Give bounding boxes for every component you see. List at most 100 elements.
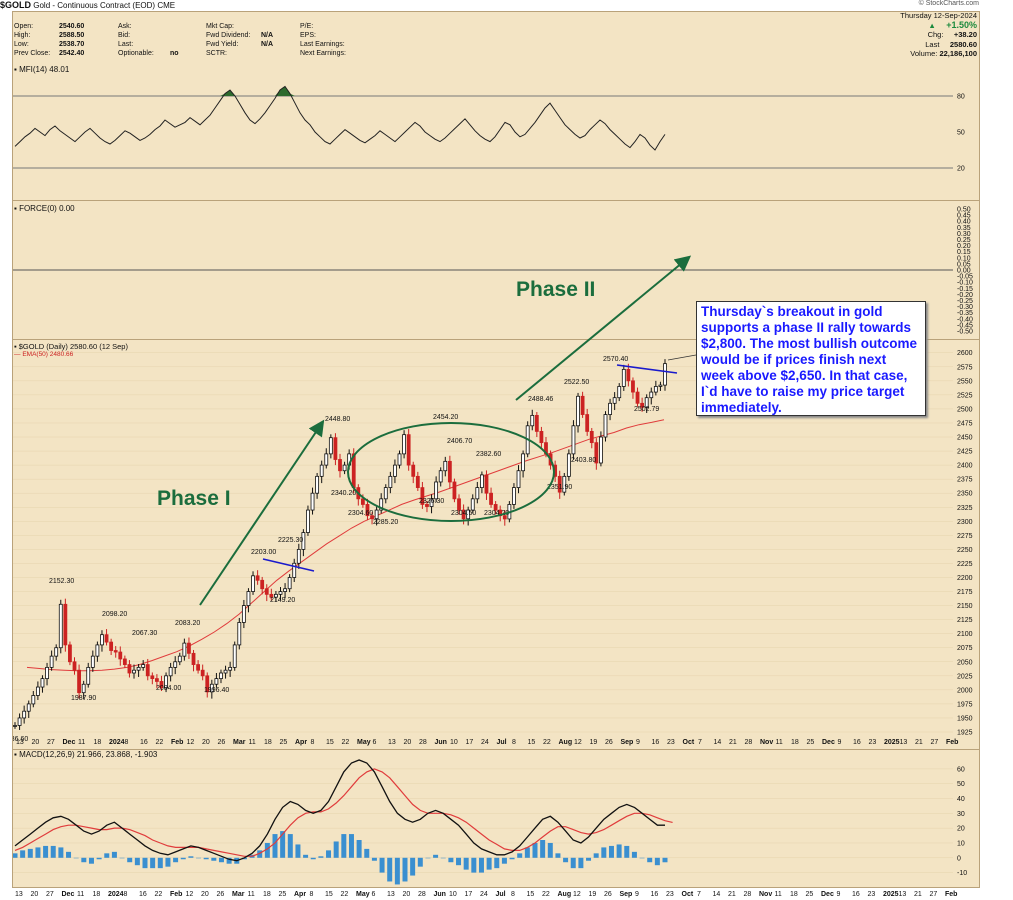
price-label: 2304.20 xyxy=(484,510,509,517)
candle-body xyxy=(13,725,17,727)
macd-histogram-bar xyxy=(111,851,117,858)
candle-body xyxy=(77,669,81,694)
mfi-label: ▪ MFI(14) 48.01 xyxy=(14,65,70,74)
price-y-tick: 2250 xyxy=(957,547,973,554)
price-x-tick: 2024 xyxy=(109,739,125,746)
force-y-tick: -0.20 xyxy=(957,292,973,299)
candle-body xyxy=(493,504,498,511)
candle-body xyxy=(402,434,406,455)
bottom-x-tick: 25 xyxy=(806,891,814,898)
macd-histogram-bar xyxy=(66,851,72,858)
candle-body xyxy=(631,380,635,393)
bottom-x-tick: 17 xyxy=(465,891,473,898)
macd-histogram-bar xyxy=(188,856,194,858)
candle-body xyxy=(228,666,233,671)
candle-body xyxy=(425,504,429,507)
macd-chart: -10 0 10 20 30 40 50 60 xyxy=(12,759,967,885)
consolidation-ellipse xyxy=(347,422,555,522)
attribution: © StockCharts.com xyxy=(918,0,979,7)
commentary-note: Thursday`s breakout in gold supports a p… xyxy=(696,301,926,416)
price-y-tick: 2175 xyxy=(957,589,973,596)
macd-histogram-bar xyxy=(456,857,462,866)
candle-body xyxy=(599,436,603,464)
mfi-line xyxy=(14,85,666,151)
candle-body xyxy=(534,414,539,432)
bottom-x-tick: 20 xyxy=(201,891,209,898)
candle-body xyxy=(566,453,571,477)
bottom-x-tick: Sep xyxy=(620,891,633,898)
price-label: 2403.80 xyxy=(571,457,596,464)
price-x-tick: Nov xyxy=(760,739,773,746)
macd-histogram-bar xyxy=(310,857,316,860)
quote-label: Last: xyxy=(118,41,134,48)
force-y-tick: -0.10 xyxy=(957,280,973,287)
price-label: 2083.20 xyxy=(175,620,200,627)
macd-histogram-bar xyxy=(593,853,599,858)
macd-histogram-bar xyxy=(501,857,507,864)
price-x-tick: 16 xyxy=(140,739,148,746)
macd-histogram-bar xyxy=(134,857,140,866)
force-y-tick: 0.45 xyxy=(957,213,971,220)
price-x-tick: 21 xyxy=(729,739,737,746)
price-x-tick: 26 xyxy=(605,739,613,746)
candle-body xyxy=(640,402,645,408)
macd-signal-line xyxy=(14,768,673,857)
macd-histogram-bar xyxy=(379,857,385,873)
macd-histogram-bar xyxy=(165,857,171,867)
bottom-x-tick: 6 xyxy=(372,891,376,898)
candle-body xyxy=(461,509,466,520)
candle-body xyxy=(214,678,219,685)
price-x-tick: 13 xyxy=(388,739,396,746)
candle-body xyxy=(342,464,347,472)
price-y-tick: 2400 xyxy=(957,463,973,470)
candle-body xyxy=(168,666,173,677)
price-y-tick: 1975 xyxy=(957,701,973,708)
price-x-tick: 28 xyxy=(745,739,753,746)
price-x-tick: 8 xyxy=(125,739,129,746)
price-y-tick: 2375 xyxy=(957,477,973,484)
price-y-tick: 2475 xyxy=(957,420,973,427)
price-label: 2488.46 xyxy=(528,396,553,403)
macd-histogram-bar xyxy=(50,845,56,858)
force-y-tick: 0.35 xyxy=(957,225,971,232)
candle-body xyxy=(63,603,68,646)
bottom-x-tick: 16 xyxy=(139,891,147,898)
price-label: 1936.60 xyxy=(13,736,28,743)
price-x-tick: 11 xyxy=(78,739,85,746)
quote-row: Ask: xyxy=(118,22,170,31)
candle-body xyxy=(406,434,411,466)
price-y-tick: 2075 xyxy=(957,645,973,652)
macd-histogram-bar xyxy=(410,857,416,876)
price-label: 2285.20 xyxy=(373,519,398,526)
exchange: CME xyxy=(157,1,176,10)
candle-body xyxy=(397,453,402,466)
macd-y-tick: 30 xyxy=(957,811,965,818)
macd-panel: -10 0 10 20 30 40 50 60 xyxy=(12,749,980,888)
candle-body xyxy=(589,431,594,444)
force-y-tick: 0.30 xyxy=(957,231,971,238)
bottom-x-tick: 10 xyxy=(449,891,457,898)
candle-body xyxy=(512,487,516,505)
ema-label: — EMA(50) 2480.66 xyxy=(14,351,74,358)
price-x-tick: 6 xyxy=(373,739,377,746)
bottom-x-tick: Dec xyxy=(821,891,834,898)
price-x-tick: 22 xyxy=(156,739,164,746)
quote-row: Prev Close: 2542.40 xyxy=(14,49,84,58)
resistance-line-1 xyxy=(262,558,315,572)
price-y-tick: 2150 xyxy=(957,603,973,610)
macd-y-tick: 10 xyxy=(957,840,965,847)
mfi-y-tick: 80 xyxy=(957,94,965,101)
price-label: 2570.40 xyxy=(603,356,628,363)
price-x-tick: 16 xyxy=(652,739,660,746)
candle-body xyxy=(155,678,159,682)
price-label: 2502.79 xyxy=(634,406,659,413)
macd-histogram-bar xyxy=(463,857,469,870)
candle-body xyxy=(649,391,654,399)
macd-histogram-bar xyxy=(647,857,653,863)
quote-value: 2542.40 xyxy=(59,50,85,57)
quote-label: SCTR: xyxy=(206,50,227,57)
force-y-tick: -0.25 xyxy=(957,298,973,305)
bottom-x-tick: 25 xyxy=(279,891,287,898)
bottom-x-tick: Apr xyxy=(294,891,306,898)
macd-histogram-bar xyxy=(150,857,156,869)
